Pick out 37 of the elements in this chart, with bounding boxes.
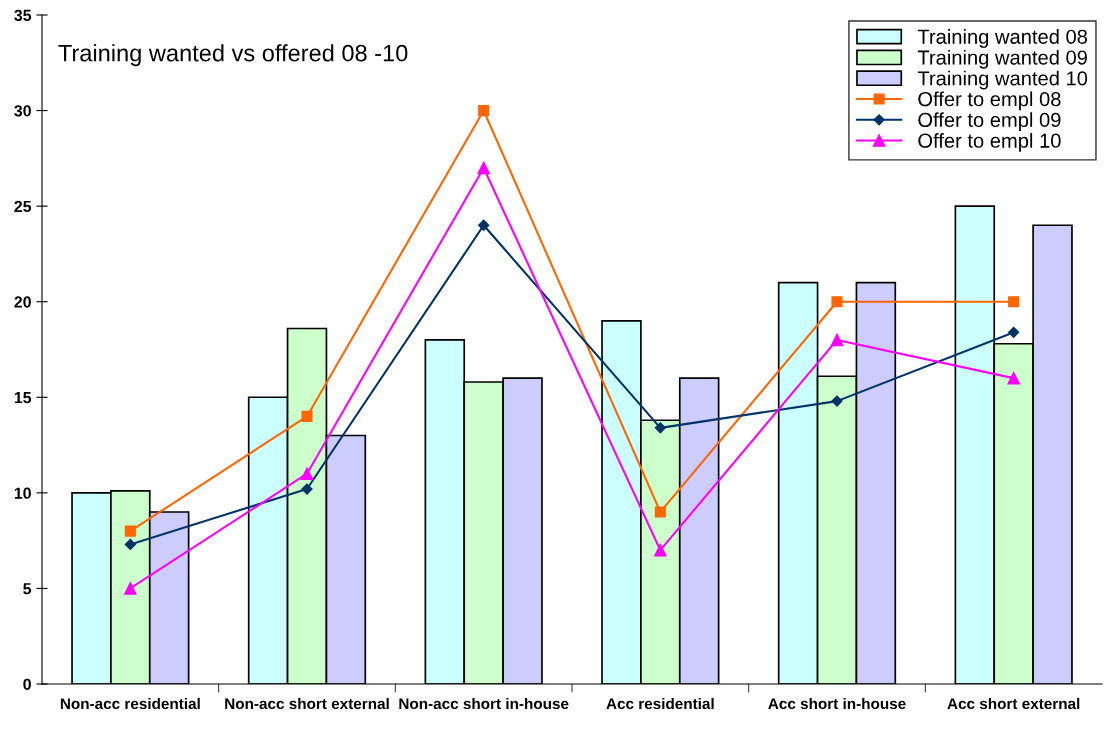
legend-label: Offer to empl 08 — [918, 91, 1061, 111]
x-tick-label: Acc short in-house — [768, 697, 906, 710]
legend-label: Training wanted 09 — [917, 49, 1087, 69]
point — [831, 296, 843, 308]
point — [124, 538, 136, 551]
point — [124, 582, 137, 595]
legend-label: Training wanted 10 — [917, 70, 1088, 90]
point — [478, 219, 490, 231]
text: Training wanted vs offered 08 -10 — [58, 44, 408, 67]
point — [1008, 296, 1020, 308]
y-tick-label: 0 — [23, 678, 31, 690]
y-tick-label: 20 — [14, 296, 31, 308]
point — [654, 422, 666, 434]
point — [654, 543, 667, 557]
x-tick-label: Non-acc residential — [60, 697, 200, 710]
legend-label: Offer to empl 09 — [918, 112, 1061, 132]
point — [300, 467, 314, 480]
legend-label: Training wanted 08 — [917, 29, 1088, 48]
y-tick-label: 5 — [23, 583, 32, 595]
y-tick-label: 10 — [14, 487, 31, 499]
x-tick-label: Acc residential — [606, 697, 714, 710]
legend-label: Offer to empl 10 — [918, 133, 1061, 152]
x-tick-label: Acc short external — [947, 697, 1080, 710]
point — [124, 525, 136, 537]
x-tick-label: Non-acc short external — [225, 697, 389, 710]
point — [478, 105, 490, 117]
point — [301, 410, 313, 422]
y-tick-label: 35 — [14, 9, 32, 21]
point — [1008, 326, 1020, 338]
point — [654, 506, 666, 518]
x-tick-label: Non-acc short in-house — [399, 697, 569, 710]
point — [1007, 371, 1020, 385]
point — [477, 161, 490, 175]
y-tick-label: 30 — [14, 105, 31, 117]
point — [830, 333, 844, 347]
y-tick-label: 15 — [14, 392, 32, 404]
y-tick-label: 25 — [14, 200, 32, 213]
